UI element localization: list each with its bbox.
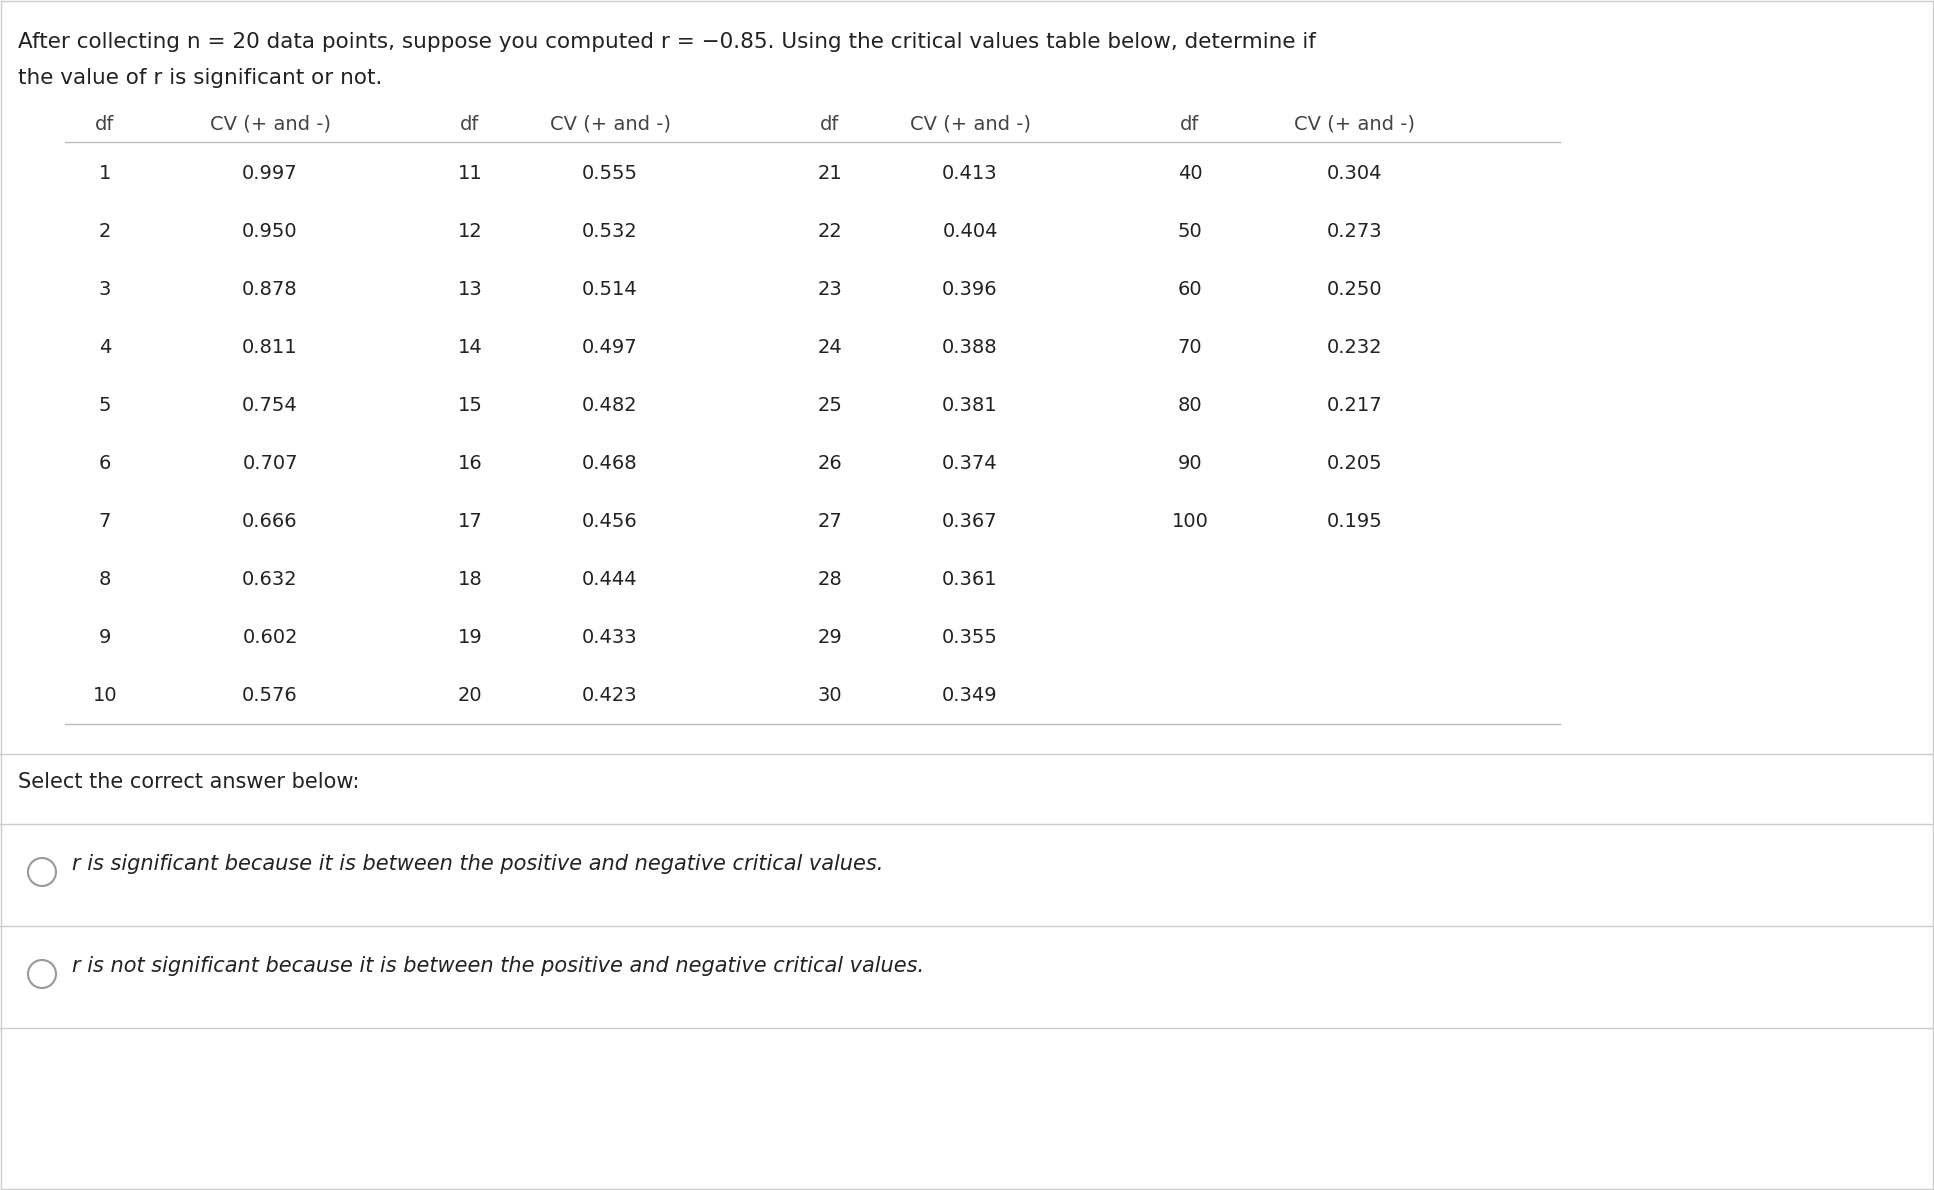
- Text: 0.811: 0.811: [242, 338, 298, 357]
- Text: 2: 2: [99, 223, 110, 242]
- Text: 0.413: 0.413: [942, 164, 998, 183]
- Text: 90: 90: [1178, 455, 1203, 472]
- Text: 11: 11: [458, 164, 482, 183]
- Text: 50: 50: [1178, 223, 1203, 242]
- Text: df: df: [95, 115, 114, 134]
- Text: 16: 16: [458, 455, 482, 472]
- Text: 0.707: 0.707: [242, 455, 298, 472]
- Text: 0.754: 0.754: [242, 396, 298, 415]
- Text: 10: 10: [93, 685, 118, 704]
- Text: After collecting n = 20 data points, suppose you computed r = −0.85. Using the c: After collecting n = 20 data points, sup…: [17, 32, 1315, 52]
- Text: CV (+ and -): CV (+ and -): [1294, 115, 1416, 134]
- Text: 23: 23: [818, 280, 843, 299]
- Text: 24: 24: [818, 338, 843, 357]
- Text: 0.367: 0.367: [942, 512, 998, 531]
- Text: 7: 7: [99, 512, 110, 531]
- Text: 0.456: 0.456: [582, 512, 638, 531]
- Text: 22: 22: [818, 223, 843, 242]
- Text: 0.304: 0.304: [1327, 164, 1383, 183]
- Text: 12: 12: [458, 223, 482, 242]
- Text: 60: 60: [1178, 280, 1203, 299]
- Text: 13: 13: [458, 280, 482, 299]
- Text: 0.396: 0.396: [942, 280, 998, 299]
- Text: 27: 27: [818, 512, 843, 531]
- Text: 0.576: 0.576: [242, 685, 298, 704]
- Text: r is not significant because it is between the positive and negative critical va: r is not significant because it is betwe…: [72, 956, 924, 976]
- Text: 0.632: 0.632: [242, 570, 298, 589]
- Text: 21: 21: [818, 164, 843, 183]
- Text: 14: 14: [458, 338, 482, 357]
- Text: 0.468: 0.468: [582, 455, 638, 472]
- Text: 0.404: 0.404: [942, 223, 998, 242]
- Text: df: df: [460, 115, 480, 134]
- Text: r is significant because it is between the positive and negative critical values: r is significant because it is between t…: [72, 854, 884, 873]
- Text: 0.444: 0.444: [582, 570, 638, 589]
- Text: 0.532: 0.532: [582, 223, 638, 242]
- Text: 17: 17: [458, 512, 482, 531]
- Text: 0.217: 0.217: [1327, 396, 1383, 415]
- Text: the value of r is significant or not.: the value of r is significant or not.: [17, 68, 383, 88]
- Text: 0.878: 0.878: [242, 280, 298, 299]
- Text: 0.205: 0.205: [1327, 455, 1383, 472]
- Text: 0.950: 0.950: [242, 223, 298, 242]
- Text: 6: 6: [99, 455, 110, 472]
- Text: 0.273: 0.273: [1327, 223, 1383, 242]
- Text: 18: 18: [458, 570, 482, 589]
- Text: 0.514: 0.514: [582, 280, 638, 299]
- Text: 0.355: 0.355: [942, 628, 998, 647]
- Text: 0.381: 0.381: [942, 396, 998, 415]
- Text: 0.423: 0.423: [582, 685, 638, 704]
- Text: 100: 100: [1172, 512, 1209, 531]
- Text: 0.433: 0.433: [582, 628, 638, 647]
- Text: CV (+ and -): CV (+ and -): [549, 115, 671, 134]
- Text: 4: 4: [99, 338, 110, 357]
- Text: 29: 29: [818, 628, 843, 647]
- Text: 5: 5: [99, 396, 112, 415]
- Text: 28: 28: [818, 570, 843, 589]
- Text: 0.232: 0.232: [1327, 338, 1383, 357]
- Text: 0.482: 0.482: [582, 396, 638, 415]
- Text: 0.997: 0.997: [242, 164, 298, 183]
- Text: 0.250: 0.250: [1327, 280, 1383, 299]
- Text: 0.666: 0.666: [242, 512, 298, 531]
- Text: 25: 25: [818, 396, 843, 415]
- Text: 30: 30: [818, 685, 843, 704]
- Text: Select the correct answer below:: Select the correct answer below:: [17, 772, 360, 793]
- Text: 0.361: 0.361: [942, 570, 998, 589]
- Text: 0.497: 0.497: [582, 338, 638, 357]
- Text: 0.195: 0.195: [1327, 512, 1383, 531]
- Text: 0.374: 0.374: [942, 455, 998, 472]
- Text: 0.555: 0.555: [582, 164, 638, 183]
- Text: 80: 80: [1178, 396, 1203, 415]
- Text: CV (+ and -): CV (+ and -): [209, 115, 331, 134]
- Text: 15: 15: [458, 396, 482, 415]
- Text: 0.349: 0.349: [942, 685, 998, 704]
- Text: df: df: [820, 115, 839, 134]
- Text: 20: 20: [458, 685, 482, 704]
- Text: 1: 1: [99, 164, 110, 183]
- Text: 19: 19: [458, 628, 482, 647]
- Text: 0.602: 0.602: [242, 628, 298, 647]
- Text: 26: 26: [818, 455, 843, 472]
- Text: 8: 8: [99, 570, 110, 589]
- Text: 70: 70: [1178, 338, 1203, 357]
- Text: 9: 9: [99, 628, 110, 647]
- Text: 0.388: 0.388: [942, 338, 998, 357]
- Text: df: df: [1180, 115, 1199, 134]
- Text: CV (+ and -): CV (+ and -): [909, 115, 1031, 134]
- Text: 3: 3: [99, 280, 110, 299]
- Text: 40: 40: [1178, 164, 1203, 183]
